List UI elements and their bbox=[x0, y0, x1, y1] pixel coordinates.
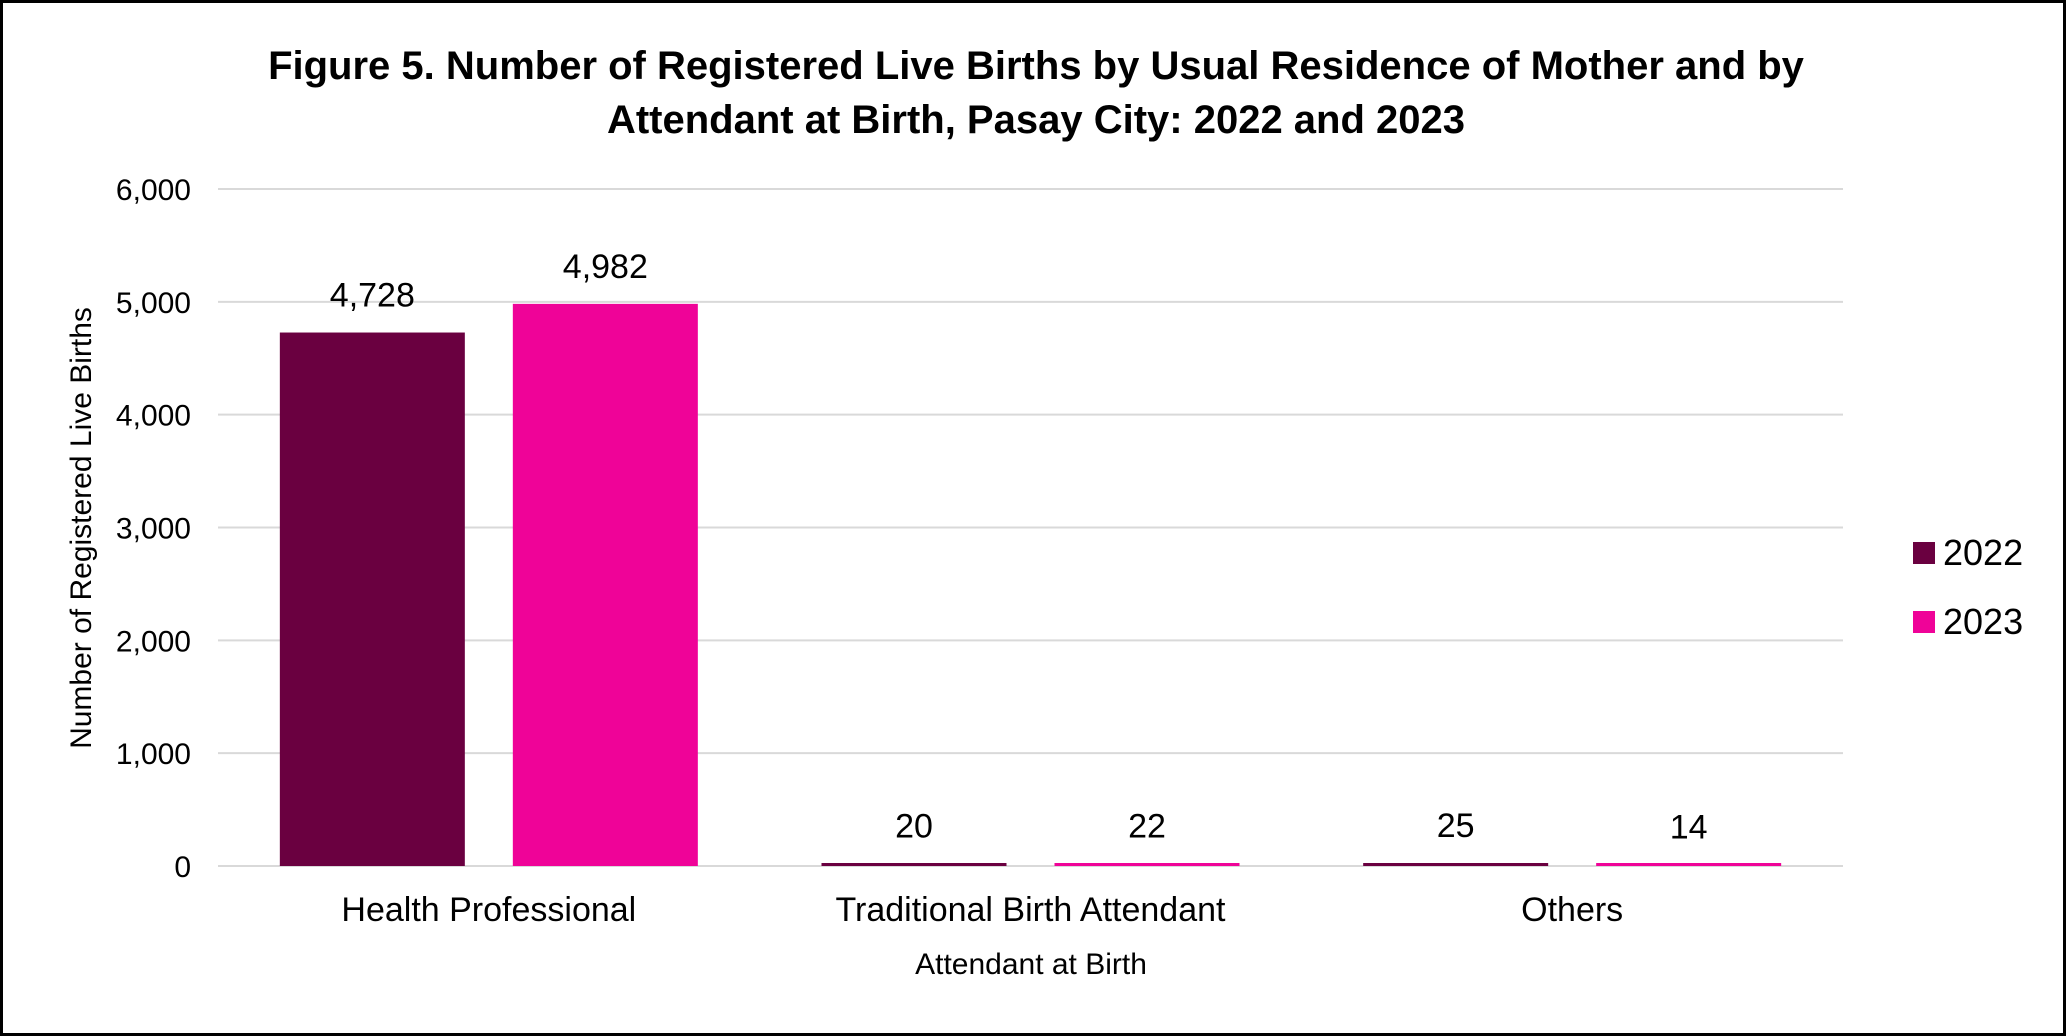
y-tick-label: 5,000 bbox=[116, 287, 191, 320]
bar-2023-2 bbox=[1596, 863, 1782, 866]
chart-title-line-2: Attendant at Birth, Pasay City: 2022 and… bbox=[606, 98, 1466, 142]
data-label: 22 bbox=[1128, 808, 1166, 846]
chart-title: Figure 5. Number of Registered Live Birt… bbox=[3, 39, 2066, 147]
x-axis-title: Attendant at Birth bbox=[915, 948, 1147, 981]
gridlines bbox=[218, 188, 1843, 867]
y-tick-label: 1,000 bbox=[116, 738, 191, 771]
bar-2022-0 bbox=[279, 332, 465, 866]
legend-label-2023: 2023 bbox=[1943, 601, 2024, 642]
data-labels: 4,728 4,982 20 22 25 14 bbox=[330, 248, 1708, 847]
data-label: 14 bbox=[1670, 808, 1708, 846]
y-axis-title: Number of Registered Live Births bbox=[65, 307, 98, 749]
legend-swatch-2022 bbox=[1913, 542, 1935, 564]
x-axis-ticks: Health Professional Traditional Birth Att… bbox=[341, 891, 1623, 929]
data-label: 4,728 bbox=[330, 277, 415, 315]
bars bbox=[279, 303, 1782, 866]
y-tick-label: 6,000 bbox=[116, 174, 191, 207]
bar-2022-1 bbox=[821, 863, 1007, 866]
bar-chart: 0 1,000 2,000 3,000 4,000 5,000 6,000 4,728 4,9… bbox=[65, 174, 1843, 981]
bar-2023-1 bbox=[1054, 863, 1240, 866]
bar-2022-2 bbox=[1363, 863, 1549, 866]
y-tick-label: 4,000 bbox=[116, 400, 191, 433]
legend-item-2022: 2022 bbox=[1913, 532, 2024, 573]
chart-title-line-1: Figure 5. Number of Registered Live Birt… bbox=[268, 44, 1804, 88]
x-tick-label: Others bbox=[1521, 891, 1623, 929]
y-tick-label: 2,000 bbox=[116, 625, 191, 658]
legend-label-2022: 2022 bbox=[1943, 532, 2024, 573]
legend-swatch-2023 bbox=[1913, 611, 1935, 633]
data-label: 4,982 bbox=[563, 248, 648, 286]
data-label: 25 bbox=[1437, 807, 1475, 845]
x-tick-label: Health Professional bbox=[341, 891, 636, 929]
y-tick-label: 3,000 bbox=[116, 513, 191, 546]
bar-2023-0 bbox=[512, 303, 698, 866]
legend-item-2023: 2023 bbox=[1913, 601, 2024, 642]
y-tick-label: 0 bbox=[174, 851, 191, 884]
data-label: 20 bbox=[895, 808, 933, 846]
x-tick-label: Traditional Birth Attendant bbox=[836, 891, 1227, 929]
y-axis-ticks: 0 1,000 2,000 3,000 4,000 5,000 6,000 bbox=[116, 174, 191, 884]
